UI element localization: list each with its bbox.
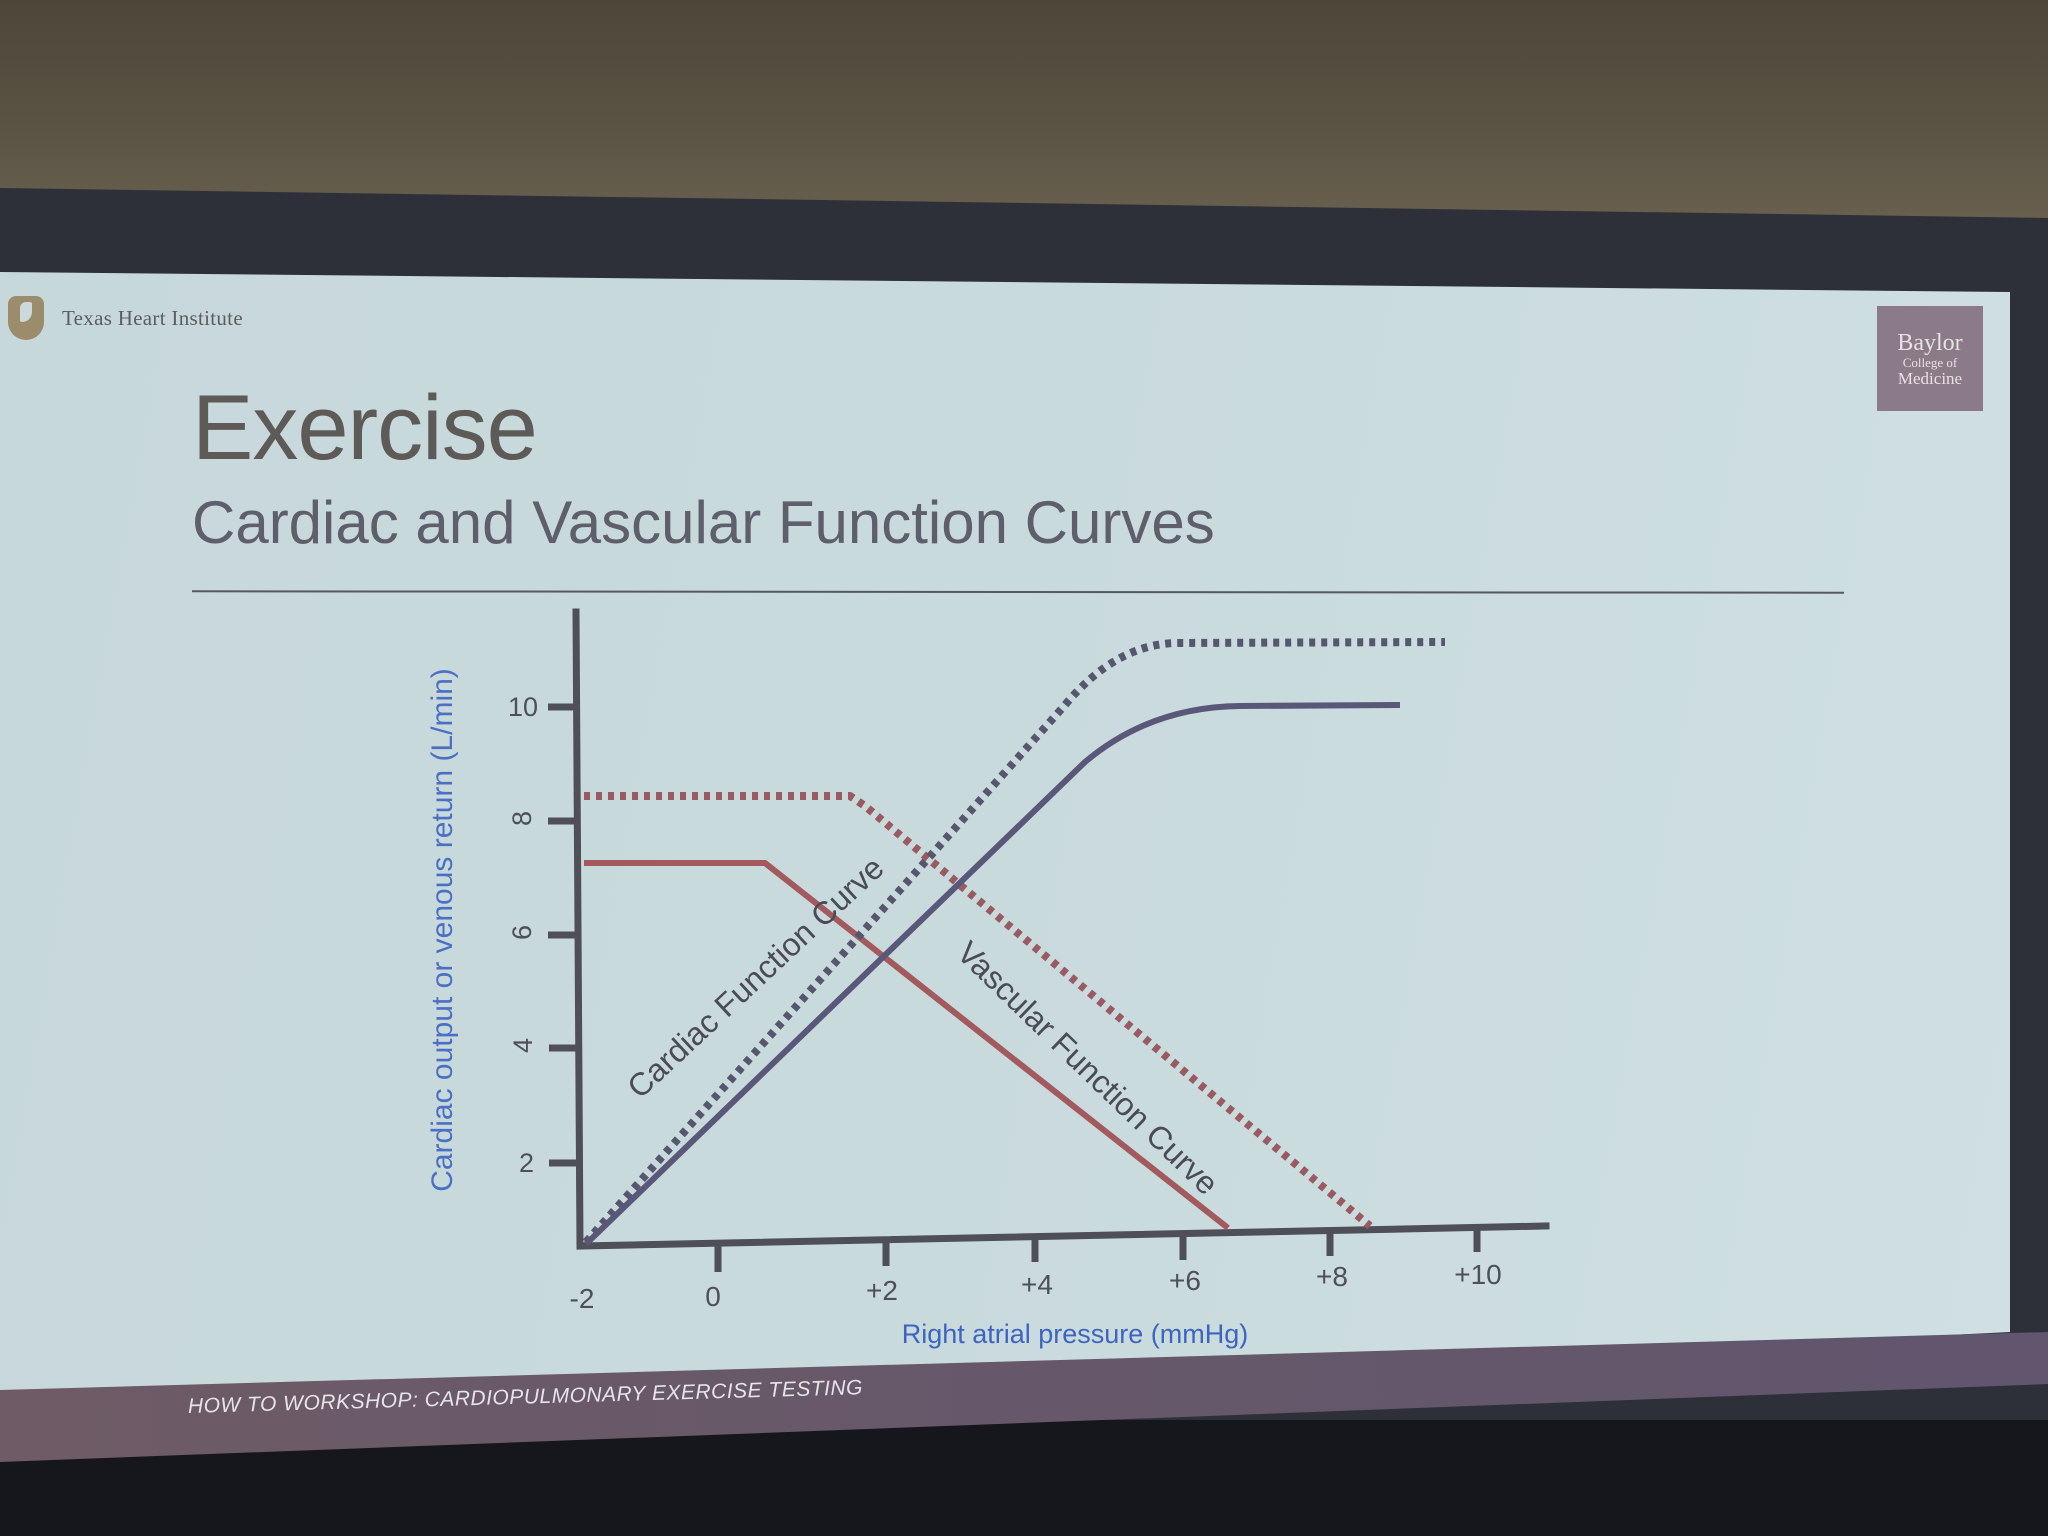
slide-title: Exercise xyxy=(192,377,538,479)
y-axis-line xyxy=(572,608,584,1250)
institution-left-name: Texas Heart Institute xyxy=(62,305,243,330)
x-axis-label: Right atrial pressure (mmHg) xyxy=(902,1319,1249,1349)
baylor-line3: Medicine xyxy=(1897,368,1963,388)
x-tick-4: +4 xyxy=(1021,1269,1053,1300)
vascular-curve-exercise xyxy=(584,792,1373,1230)
x-tick-0: 0 xyxy=(705,1281,721,1312)
x-ticks xyxy=(714,1228,1481,1272)
x-tick-labels: -2 0 +2 +4 +6 +8 +10 xyxy=(570,1259,1502,1314)
x-tick-6: +6 xyxy=(1169,1265,1201,1296)
vascular-curve-rest xyxy=(584,860,1230,1231)
texas-heart-institute-logo: Texas Heart Institute xyxy=(8,296,243,340)
y-tick-8: 8 xyxy=(507,811,537,826)
y-tick-4: 4 xyxy=(508,1038,538,1053)
y-ticks xyxy=(548,703,579,1167)
x-tick-neg2: -2 xyxy=(570,1283,595,1314)
y-tick-2: 2 xyxy=(519,1148,534,1178)
baylor-logo: Baylor College of Medicine xyxy=(1877,306,1983,411)
cardiac-curve-exercise xyxy=(583,638,1446,1245)
heart-shield-icon xyxy=(8,296,44,340)
y-tick-10: 10 xyxy=(508,692,538,722)
cardiac-curve-rest xyxy=(583,702,1401,1247)
x-tick-8: +8 xyxy=(1316,1261,1348,1292)
baylor-line1: Baylor xyxy=(1897,329,1963,356)
x-tick-2: +2 xyxy=(866,1275,898,1306)
x-tick-10: +10 xyxy=(1454,1259,1502,1290)
axes xyxy=(572,608,1550,1250)
y-tick-labels: 10 8 6 4 2 xyxy=(507,692,538,1178)
slide-subtitle: Cardiac and Vascular Function Curves xyxy=(192,489,1215,556)
x-axis-line xyxy=(576,1222,1550,1250)
cardiac-curve-annotation: Cardiac Function Curve xyxy=(620,850,890,1106)
room-wall xyxy=(0,0,2048,230)
baylor-line2: College of xyxy=(1902,354,1958,370)
y-tick-6: 6 xyxy=(507,925,537,940)
y-axis-label: Cardiac output or venous return (L/min) xyxy=(426,668,459,1192)
